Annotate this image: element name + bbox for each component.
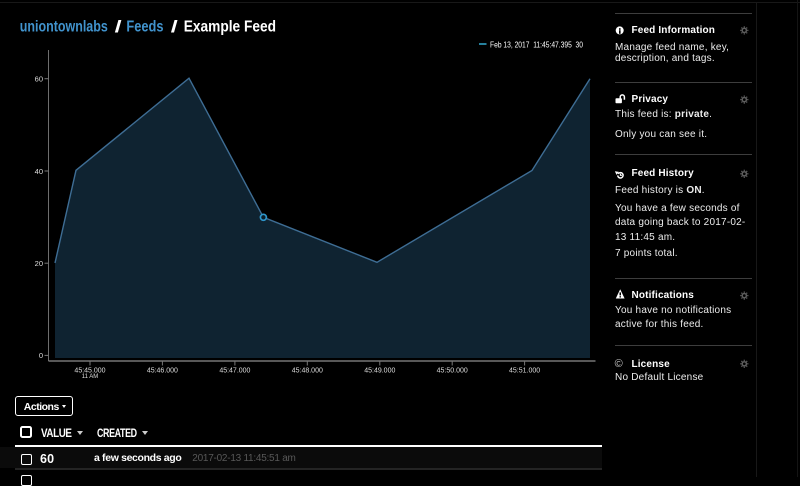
svg-text:45:45.000: 45:45.000 [74,367,105,374]
svg-text:40: 40 [35,167,43,176]
svg-text:45:50.000: 45:50.000 [437,367,468,374]
svg-text:uniontownlabs: uniontownlabs [20,18,108,35]
svg-text:Feb 13, 2017 11:45:47.395 30: Feb 13, 2017 11:45:47.395 30 [490,39,583,49]
svg-text:45:49.000: 45:49.000 [364,367,395,374]
svg-text:45:47.000: 45:47.000 [219,367,250,374]
svg-text:©: © [615,358,623,370]
svg-text:20: 20 [35,259,43,268]
svg-text:11 AM: 11 AM [82,374,99,380]
svg-text:45:48.000: 45:48.000 [292,367,323,374]
svg-text:0: 0 [39,351,43,360]
svg-text:60: 60 [35,75,43,84]
svg-text:/: / [171,18,179,36]
svg-text:Example Feed: Example Feed [184,18,276,35]
svg-text:45:46.000: 45:46.000 [147,367,178,374]
svg-text:45:51.000: 45:51.000 [509,367,540,374]
svg-text:Feeds: Feeds [126,18,163,35]
svg-text:/: / [115,18,123,36]
